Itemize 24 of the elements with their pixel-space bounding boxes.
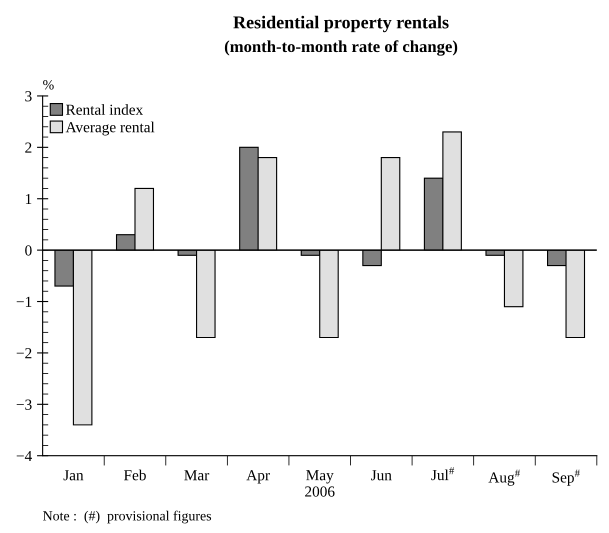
x-axis-title: 2006 [305,486,335,497]
y-tick-label: −4 [16,450,32,462]
y-tick-label: 2 [25,142,32,153]
x-tick-label: Jan [64,470,84,480]
x-tick-label: Apr [246,470,270,484]
y-tick-label: 0 [25,245,32,256]
x-tick-label: Jul$^{#}$ [431,467,454,480]
y-tick-label: 1 [26,194,32,204]
x-tick-label: Jun [371,470,392,480]
text: Note : (#) provisional figures [43,510,212,524]
x-tick-label: May [306,470,334,484]
chart-subtitle: (month-to-month rate of change) [224,40,458,56]
x-tick-label: Feb [124,470,146,480]
y-tick-label: −3 [16,400,32,410]
legend-label: Average rental [66,122,154,136]
legend-label: Rental index [66,104,144,115]
x-tick-label: Mar [184,470,210,480]
y-tick-label: −2 [16,348,32,358]
x-tick-label: Aug$^{#}$ [488,470,520,486]
y-tick-label: 3 [25,91,32,102]
y-tick-label: −1 [16,296,32,307]
x-tick-label: Sep$^{#}$ [552,470,580,486]
y-axis-title: % [43,80,54,90]
chart-title: Residential property rentals [233,16,449,32]
